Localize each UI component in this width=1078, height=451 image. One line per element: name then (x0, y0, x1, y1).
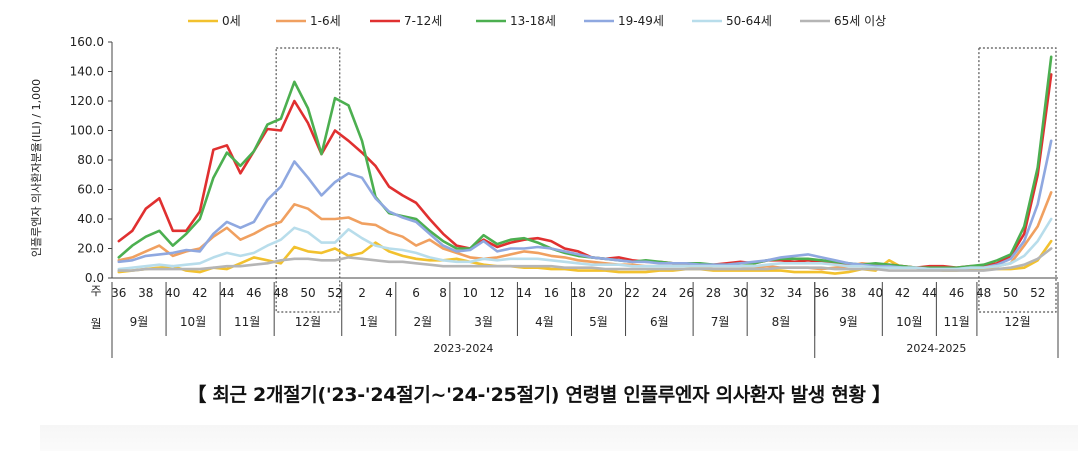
legend-label: 13-18세 (510, 14, 556, 28)
week-tick-label: 4 (385, 286, 393, 300)
legend-label: 65세 이상 (834, 14, 886, 28)
month-label: 3월 (474, 315, 493, 329)
y-tick-label: 20.0 (77, 242, 104, 256)
y-tick-label: 40.0 (77, 212, 104, 226)
month-label: 11월 (234, 315, 260, 329)
legend-label: 19-49세 (618, 14, 664, 28)
week-tick-label: 36 (111, 286, 126, 300)
month-label: 2월 (413, 315, 432, 329)
week-tick-label: 26 (679, 286, 694, 300)
month-label: 9월 (839, 315, 858, 329)
y-tick-label: 0.0 (85, 271, 104, 285)
y-tick-label: 120.0 (70, 94, 104, 108)
legend-label: 0세 (222, 14, 241, 28)
week-tick-label: 10 (462, 286, 477, 300)
series-line-50-64세 (117, 217, 1053, 271)
season-label: 2023-2024 (433, 342, 493, 355)
week-tick-label: 6 (412, 286, 420, 300)
month-row-label: 월 (90, 317, 101, 331)
series-line-65세 이상 (117, 247, 1053, 272)
y-tick-label: 160.0 (70, 35, 104, 49)
week-tick-label: 52 (327, 286, 342, 300)
week-tick-label: 20 (598, 286, 613, 300)
series-line-7-12세 (117, 73, 1053, 270)
week-tick-label: 46 (246, 286, 261, 300)
legend-label: 1-6세 (310, 14, 341, 28)
week-tick-label: 8 (439, 286, 447, 300)
week-tick-label: 36 (814, 286, 829, 300)
month-label: 9월 (130, 315, 149, 329)
week-tick-label: 38 (138, 286, 153, 300)
ili-line-chart: 0세 1-6세 7-12세 13-18세 19-49세 50-64세 65세 이상 인플루엔… (30, 14, 1059, 358)
legend: 0세 1-6세 7-12세 13-18세 19-49세 50-64세 65세 이상 (188, 14, 886, 28)
week-tick-label: 42 (895, 286, 910, 300)
legend-label: 50-64세 (726, 14, 772, 28)
month-label: 12월 (1004, 315, 1030, 329)
week-tick-label: 48 (976, 286, 991, 300)
plot-area (117, 47, 1057, 313)
week-tick-label: 48 (273, 286, 288, 300)
month-label: 10월 (896, 315, 922, 329)
week-tick-label: 40 (165, 286, 180, 300)
y-axis: 0.0 20.0 40.0 60.0 80.0 100.0 120.0 140.0 160.0 (70, 35, 1058, 285)
week-tick-label: 38 (841, 286, 856, 300)
month-label: 8월 (772, 315, 791, 329)
series-line-13-18세 (117, 55, 1053, 270)
month-label: 10월 (180, 315, 206, 329)
month-label: 4월 (535, 315, 554, 329)
week-tick-label: 18 (571, 286, 586, 300)
week-tick-label: 14 (517, 286, 532, 300)
month-label: 12월 (295, 315, 321, 329)
week-tick-label: 52 (1030, 286, 1045, 300)
week-tick-label: 50 (300, 286, 315, 300)
week-tick-label: 30 (733, 286, 748, 300)
month-label: 5월 (589, 315, 608, 329)
month-label: 11월 (943, 315, 969, 329)
y-tick-label: 60.0 (77, 183, 104, 197)
week-tick-label: 2 (358, 286, 366, 300)
week-tick-label: 44 (219, 286, 234, 300)
y-axis-label: 인플루엔자 의사환자분율(ILI) / 1,000 (30, 79, 43, 257)
week-row-label: 주 (90, 284, 101, 298)
week-tick-label: 50 (1003, 286, 1018, 300)
week-tick-label: 34 (787, 286, 802, 300)
highlight-box (978, 47, 1057, 313)
month-label: 6월 (650, 315, 669, 329)
month-label: 7월 (711, 315, 730, 329)
legend-label: 7-12세 (404, 14, 442, 28)
week-tick-label: 46 (949, 286, 964, 300)
week-tick-label: 42 (192, 286, 207, 300)
bottom-band (40, 425, 1078, 451)
week-tick-label: 28 (706, 286, 721, 300)
y-tick-label: 140.0 (70, 65, 104, 79)
season-label: 2024-2025 (906, 342, 966, 355)
week-tick-label: 24 (652, 286, 667, 300)
week-tick-label: 12 (490, 286, 505, 300)
week-tick-label: 32 (760, 286, 775, 300)
week-tick-label: 22 (625, 286, 640, 300)
y-tick-label: 80.0 (77, 153, 104, 167)
chart-caption: 【 최근 2개절기('23-'24절기~'24-'25절기) 연령별 인플루엔자… (187, 384, 891, 406)
month-label: 1월 (359, 315, 378, 329)
week-tick-label: 16 (544, 286, 559, 300)
y-tick-label: 100.0 (70, 124, 104, 138)
week-tick-label: 44 (922, 286, 937, 300)
week-tick-label: 40 (868, 286, 883, 300)
